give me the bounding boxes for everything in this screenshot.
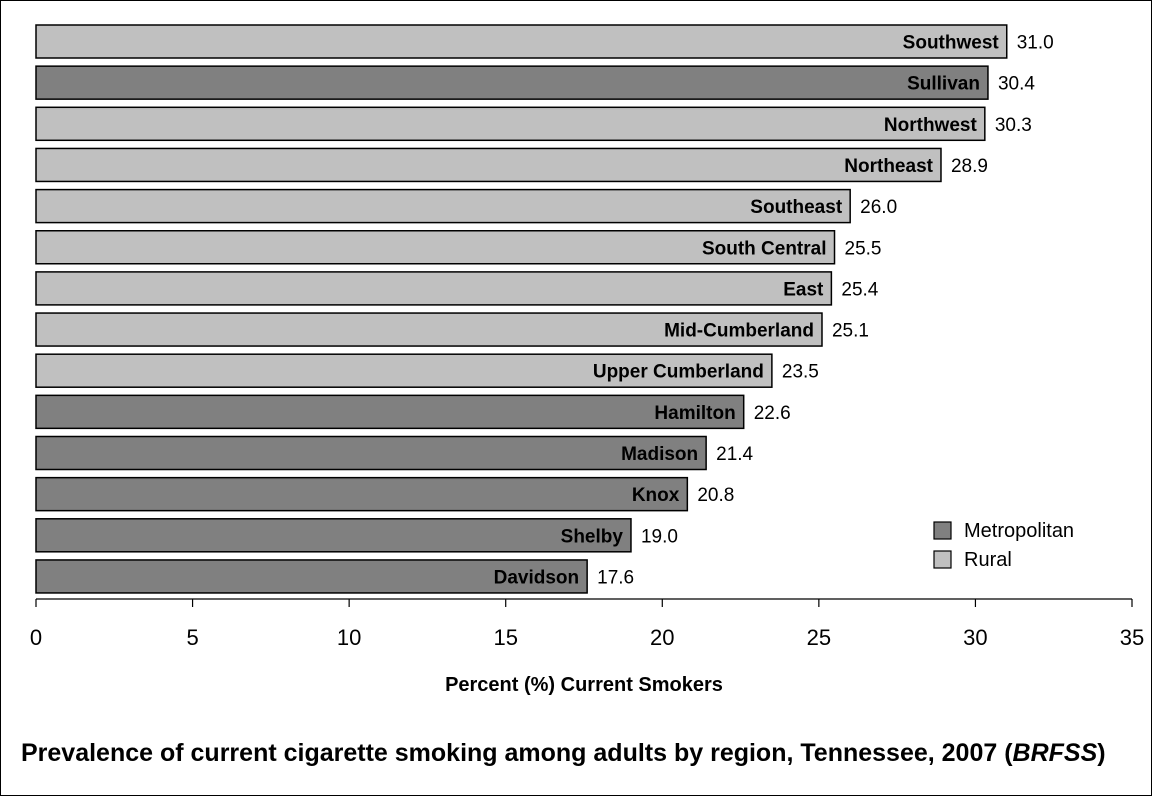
bar-category-label: Hamilton [654,403,735,424]
x-tick-label: 35 [1120,625,1144,650]
bar-value-label: 21.4 [716,444,753,465]
bar [35,147,942,183]
chart-title-source: BRFSS [1012,739,1098,767]
bar-value-label: 25.5 [845,238,882,259]
bar-category-label: South Central [702,238,827,259]
bar [35,230,836,265]
bar [35,394,745,430]
x-tick-label: 20 [650,625,674,650]
bar [35,106,986,142]
bar [35,271,833,306]
bar-value-label: 25.1 [832,321,869,342]
bar-category-label: Northwest [884,115,978,136]
bar [35,353,773,388]
bar-category-label: Knox [632,485,680,506]
bar-category-label: Shelby [561,526,624,547]
bar-category-label: Upper Cumberland [593,362,764,383]
bar-category-label: Davidson [494,567,580,588]
bar-category-label: Mid-Cumberland [664,321,814,342]
bar-category-label: Southwest [903,33,1000,54]
legend-label: Rural [964,549,1012,571]
bar-value-label: 19.0 [641,526,678,547]
bar [35,65,989,100]
x-tick-label: 30 [963,625,987,650]
chart-title-main: Prevalence of current cigarette smoking … [21,739,1013,767]
bar-category-label: Sullivan [907,74,980,95]
bar-value-label: 17.6 [597,567,634,588]
bar [35,312,823,347]
bar-category-label: Southeast [750,197,843,218]
bar-value-label: 28.9 [951,156,988,177]
bar [35,24,1008,59]
bar [35,188,851,224]
x-tick-label: 5 [186,625,198,650]
bar-value-label: 30.3 [995,115,1032,136]
bar-value-label: 23.5 [782,362,819,383]
x-tick-label: 0 [30,625,42,650]
bar [35,559,588,594]
bar-category-label: East [783,279,824,300]
legend-label: Metropolitan [964,520,1074,542]
x-tick-label: 10 [337,625,361,650]
bar-value-label: 25.4 [841,279,878,300]
bar-value-label: 22.6 [754,403,791,424]
bar-value-label: 31.0 [1017,33,1054,54]
bar [35,435,707,471]
x-tick-label: 25 [807,625,831,650]
legend-swatch [933,550,952,569]
bar-chart: Southwest 31.0 Sullivan 30.4 Northwest 30.3 No… [30,24,1144,696]
bar [35,476,689,512]
x-axis-label: Percent (%) Current Smokers [445,674,723,696]
chart-title: Prevalence of current cigarette smoking … [21,737,1146,769]
bar [35,518,632,553]
chart-title-end: ) [1097,739,1106,767]
legend-swatch [933,521,952,540]
bar-value-label: 30.4 [998,74,1035,95]
x-tick-label: 15 [493,625,517,650]
bar-category-label: Northeast [844,156,933,177]
bar-category-label: Madison [621,444,698,465]
bar-value-label: 26.0 [860,197,897,218]
bar-value-label: 20.8 [697,485,734,506]
